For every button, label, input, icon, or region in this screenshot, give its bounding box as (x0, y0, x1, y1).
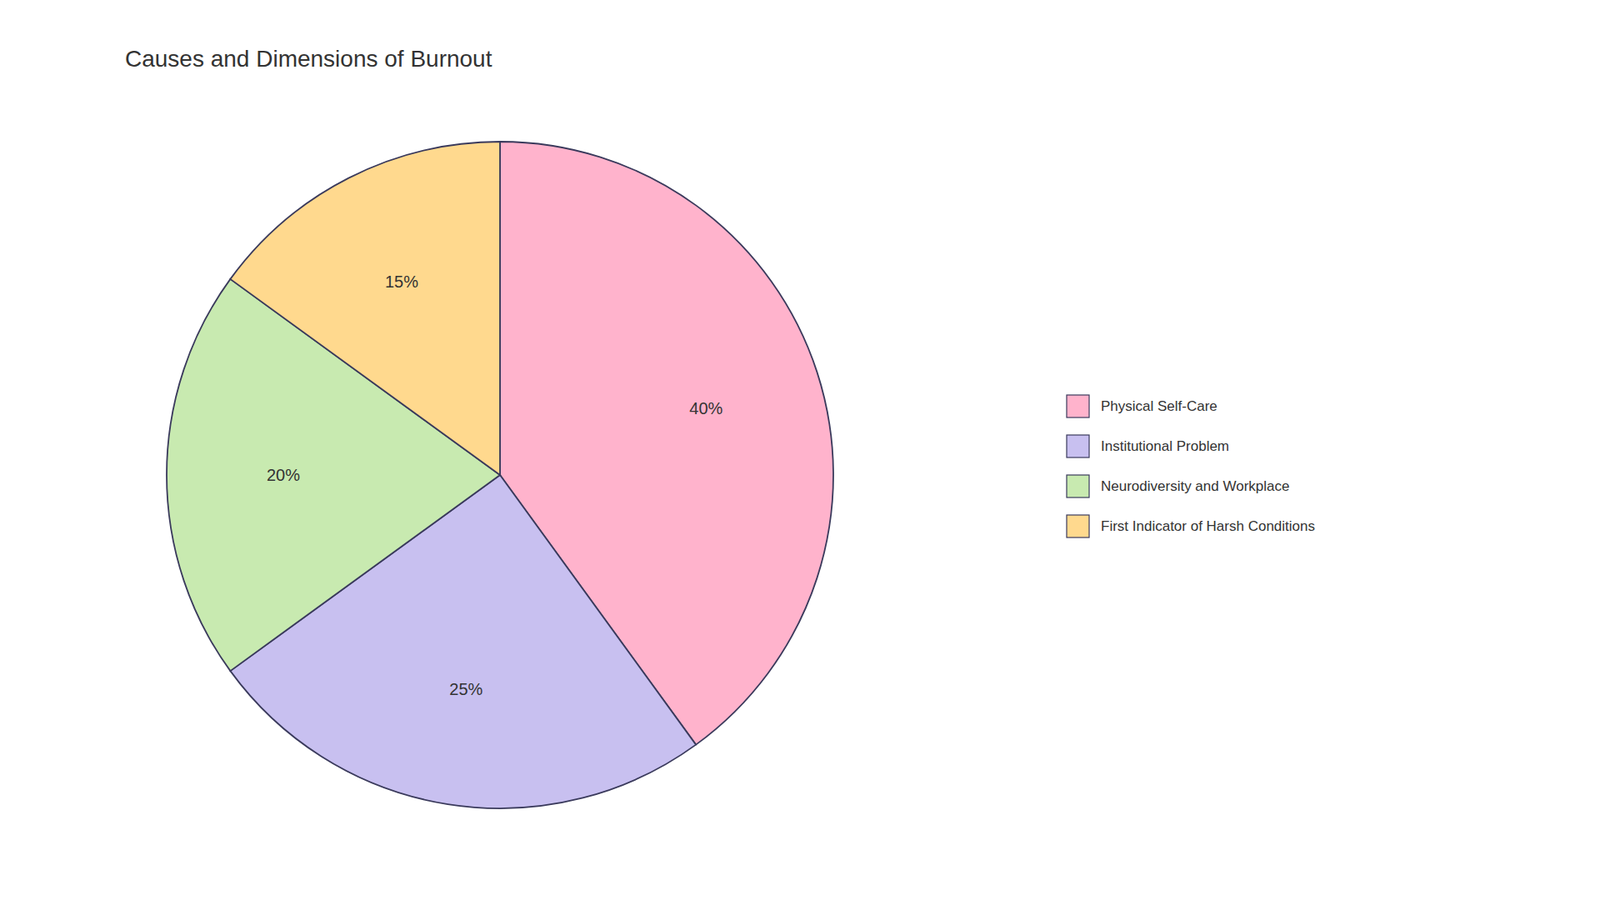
legend-swatch (1066, 435, 1090, 458)
legend-item: Neurodiversity and Workplace (1066, 475, 1290, 498)
title: Causes and Dimensions of Burnout (125, 45, 493, 72)
data-label: 15% (385, 272, 419, 291)
legend-label: Institutional Problem (1100, 438, 1230, 455)
chart: Causes and Dimensions of Burnout 40% 25% 20… (0, 0, 1600, 900)
data-label: 20% (266, 465, 300, 485)
legend-item: First Indicator of Harsh Conditions (1066, 515, 1315, 538)
slice (230, 141, 500, 475)
data-labels: 40% 25% 20% 15% (266, 272, 724, 698)
legend-label: First Indicator of Harsh Conditions (1100, 518, 1315, 535)
legend: Physical Self-Care Institutional Problem N… (1066, 395, 1315, 538)
legend-item: Institutional Problem (1066, 435, 1230, 458)
legend-label: Physical Self-Care (1100, 398, 1218, 415)
legend-label: Neurodiversity and Workplace (1100, 478, 1290, 495)
legend-swatch (1066, 395, 1090, 418)
legend-swatch (1066, 475, 1090, 498)
data-label: 25% (449, 680, 483, 699)
pie (166, 141, 834, 809)
legend-item: Physical Self-Care (1066, 395, 1218, 418)
data-label: 40% (689, 399, 723, 418)
legend-swatch (1066, 515, 1090, 538)
